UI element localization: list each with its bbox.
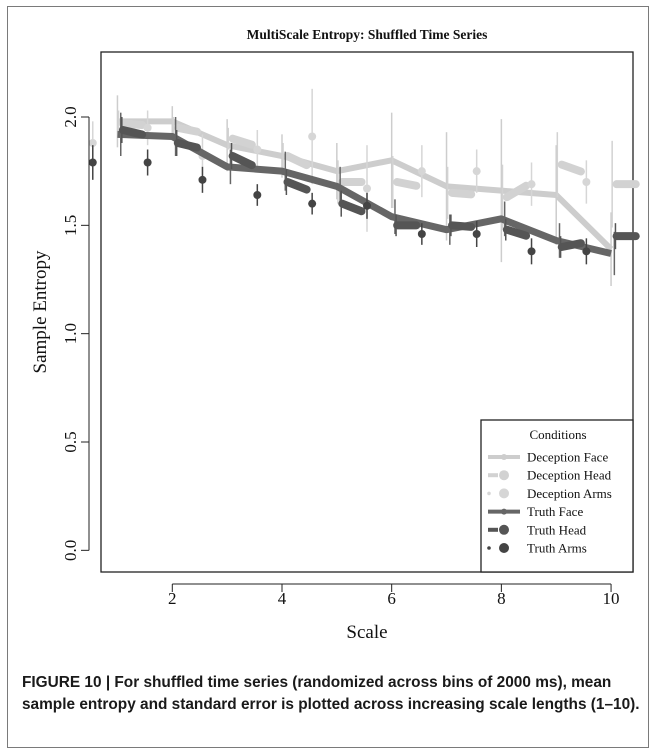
truth-head-segment	[228, 152, 256, 170]
truth-head-segment	[173, 139, 201, 152]
deception-head-segment	[557, 160, 585, 176]
chart-title: MultiScale Entropy: Shuffled Time Series	[247, 27, 488, 42]
truth-head-segment	[338, 199, 366, 216]
deception-arms-point	[143, 123, 152, 132]
truth-face-legend-marker	[501, 508, 507, 515]
truth-head-legend-label: Truth Head	[527, 522, 587, 537]
x-tick-label: 2	[168, 589, 177, 608]
truth-arms-point	[472, 230, 481, 238]
deception-head-legend-label: Deception Head	[527, 468, 612, 483]
truth-arms-point	[527, 247, 536, 256]
deception-face-legend-label: Deception Face	[527, 450, 608, 465]
legend-title: Conditions	[529, 427, 586, 442]
truth-head-segment	[118, 126, 147, 139]
y-axis-label: Sample Entropy	[30, 250, 51, 373]
y-tick-label: 2.0	[61, 106, 80, 127]
truth-arms-point	[363, 201, 371, 210]
deception-head-segment	[393, 178, 421, 190]
deception-head-segment	[502, 181, 531, 202]
deception-head-segment	[283, 152, 311, 170]
truth-head-segment	[283, 178, 311, 194]
deception-head-segment	[118, 119, 147, 130]
deception-arms-point	[308, 132, 317, 141]
truth-arms-point	[198, 175, 207, 184]
deception-face-legend-marker	[501, 454, 507, 460]
plot-layer	[88, 88, 640, 286]
y-tick-label: 1.0	[61, 323, 80, 344]
figure-frame	[7, 6, 649, 748]
truth-arms-legend-marker	[499, 543, 509, 553]
y-tick-label: 0.0	[61, 540, 80, 561]
y-tick-label: 0.5	[61, 431, 80, 452]
deception-arms-legend-dot	[487, 491, 491, 496]
deception-head-segment	[173, 123, 201, 136]
x-axis-label: Scale	[346, 622, 387, 643]
deception-arms-legend-marker	[499, 488, 509, 499]
deception-head-legend-marker	[499, 470, 509, 481]
x-tick-label: 8	[497, 589, 506, 608]
deception-head-segment	[228, 134, 256, 149]
chart: MultiScale Entropy: Shuffled Time Series…	[30, 27, 640, 643]
truth-arms-point	[308, 199, 317, 208]
truth-arms-legend-dot	[487, 546, 491, 550]
deception-arms-point	[88, 139, 97, 147]
x-tick-label: 6	[387, 589, 396, 608]
truth-arms-point	[253, 191, 262, 199]
truth-arms-legend-label: Truth Arms	[527, 541, 587, 556]
truth-arms-point	[417, 230, 426, 238]
plot-area-border	[100, 51, 634, 573]
deception-arms-point	[527, 180, 536, 189]
truth-head-segment	[448, 221, 476, 231]
x-tick-label: 10	[603, 589, 620, 608]
deception-arms-point	[253, 145, 262, 154]
deception-arms-point	[363, 184, 371, 193]
deception-arms-point	[472, 167, 481, 176]
deception-arms-point	[582, 178, 591, 186]
truth-head-legend-marker	[499, 524, 509, 535]
y-tick-label: 1.5	[61, 215, 80, 236]
truth-arms-point	[582, 247, 591, 256]
deception-arms-legend-label: Deception Arms	[527, 486, 612, 501]
truth-head-segment	[557, 239, 585, 251]
truth-head-segment	[502, 225, 531, 240]
truth-arms-point	[88, 158, 97, 167]
deception-head-segment	[448, 188, 476, 199]
figure-caption: FIGURE 10 | For shuffled time series (ra…	[22, 674, 640, 713]
truth-arms-point	[143, 158, 152, 167]
x-tick-label: 4	[278, 589, 287, 608]
deception-arms-point	[417, 167, 426, 176]
truth-face-legend-label: Truth Face	[527, 504, 583, 519]
axis-layer: 2 4 6 8 10 0.0 0.5 1.0 1.5 2.0	[61, 106, 620, 608]
legend: Conditions Deception Face Deception Head De…	[480, 419, 634, 573]
truth-face-line	[117, 130, 612, 257]
